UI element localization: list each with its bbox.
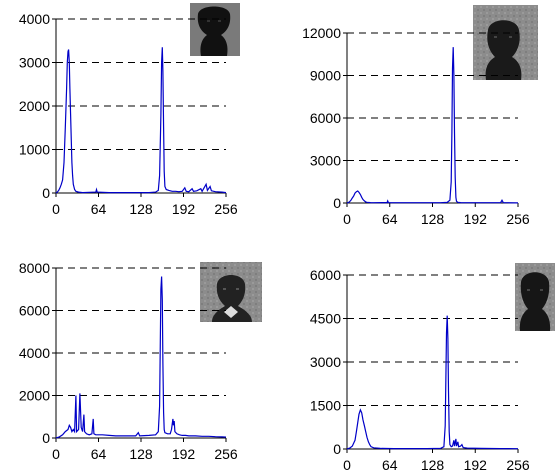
panel-4-histogram-line bbox=[346, 315, 519, 450]
panel-3-histogram-line bbox=[55, 276, 227, 439]
panel-1-x-tick-label: 0 bbox=[52, 201, 60, 217]
panel-1-y-tick-label: 4000 bbox=[19, 11, 50, 27]
panel-1-gridlines bbox=[56, 18, 226, 150]
panel-2-x-tick-label: 0 bbox=[343, 211, 351, 227]
panel-4-ticks: 0 1500 3000 4500 6000 0 64 128 192 256 bbox=[310, 267, 530, 473]
panel-2-y-tick-label: 12000 bbox=[302, 25, 341, 41]
panel-3-y-tick-label: 6000 bbox=[19, 303, 50, 319]
panel-2-histogram-line bbox=[346, 47, 519, 204]
panel-4-inset-face bbox=[515, 263, 555, 331]
panel-1-ticks: 0 1000 2000 3000 4000 0 64 128 192 256 bbox=[19, 11, 238, 217]
panel-4: 0 1500 3000 4500 6000 0 64 128 192 256 bbox=[310, 263, 555, 473]
panel-1-y-tick-label: 1000 bbox=[19, 142, 50, 158]
panel-3-x-tick-label: 128 bbox=[129, 446, 153, 462]
panel-2-x-tick-label: 64 bbox=[382, 211, 398, 227]
panel-4-x-tick-label: 256 bbox=[506, 457, 530, 473]
panel-1: 0 1000 2000 3000 4000 0 64 128 192 256 bbox=[19, 3, 240, 217]
panel-4-y-tick-label: 1500 bbox=[310, 398, 341, 414]
panel-3-y-tick-label: 8000 bbox=[19, 260, 50, 276]
panel-4-x-tick-label: 64 bbox=[382, 457, 398, 473]
panel-3-y-tick-label: 2000 bbox=[19, 388, 50, 404]
panel-3-gridlines bbox=[56, 267, 226, 396]
panel-4-y-tick-label: 0 bbox=[333, 441, 341, 457]
panel-2-y-tick-label: 3000 bbox=[310, 153, 341, 169]
panel-2-y-tick-label: 6000 bbox=[310, 110, 341, 126]
panel-4-y-tick-label: 4500 bbox=[310, 311, 341, 327]
panel-2-x-tick-label: 192 bbox=[464, 211, 488, 227]
panel-4-x-tick-label: 128 bbox=[421, 457, 445, 473]
panel-4-y-tick-label: 6000 bbox=[310, 267, 341, 283]
panel-1-x-tick-label: 256 bbox=[214, 201, 238, 217]
panel-2-y-tick-label: 9000 bbox=[310, 68, 341, 84]
panel-3-ticks: 0 2000 4000 6000 8000 0 64 128 192 256 bbox=[19, 260, 238, 462]
panel-3: 0 2000 4000 6000 8000 0 64 128 192 256 bbox=[19, 260, 262, 462]
panel-1-histogram-line bbox=[55, 47, 227, 194]
panel-1-y-tick-label: 3000 bbox=[19, 55, 50, 71]
panel-3-x-tick-label: 64 bbox=[91, 446, 107, 462]
panel-3-y-tick-label: 0 bbox=[42, 430, 50, 446]
panel-1-x-tick-label: 128 bbox=[129, 201, 153, 217]
panel-1-x-tick-label: 64 bbox=[91, 201, 107, 217]
panel-4-x-tick-label: 0 bbox=[343, 457, 351, 473]
panel-2-gridlines bbox=[347, 32, 518, 161]
panel-1-y-tick-label: 2000 bbox=[19, 98, 50, 114]
panel-3-x-tick-label: 256 bbox=[214, 446, 238, 462]
panel-3-inset-face bbox=[200, 262, 262, 322]
panel-2-x-tick-label: 256 bbox=[506, 211, 530, 227]
panel-2: 0 3000 6000 9000 12000 0 64 128 192 256 bbox=[302, 5, 538, 227]
panel-2-inset-face bbox=[473, 5, 538, 80]
panel-1-x-tick-label: 192 bbox=[172, 201, 196, 217]
panel-3-y-tick-label: 4000 bbox=[19, 345, 50, 361]
panel-4-y-tick-label: 3000 bbox=[310, 354, 341, 370]
panel-3-x-tick-label: 192 bbox=[172, 446, 196, 462]
panel-4-x-tick-label: 192 bbox=[464, 457, 488, 473]
panel-3-x-tick-label: 0 bbox=[52, 446, 60, 462]
panel-2-ticks: 0 3000 6000 9000 12000 0 64 128 192 256 bbox=[302, 25, 530, 227]
panel-4-gridlines bbox=[347, 274, 518, 406]
panel-1-inset-face bbox=[190, 3, 240, 56]
panel-2-x-tick-label: 128 bbox=[421, 211, 445, 227]
panel-2-y-tick-label: 0 bbox=[333, 195, 341, 211]
panel-1-y-tick-label: 0 bbox=[42, 185, 50, 201]
